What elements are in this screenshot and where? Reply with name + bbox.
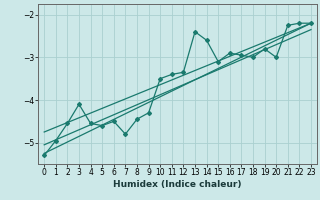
X-axis label: Humidex (Indice chaleur): Humidex (Indice chaleur) [113, 180, 242, 189]
